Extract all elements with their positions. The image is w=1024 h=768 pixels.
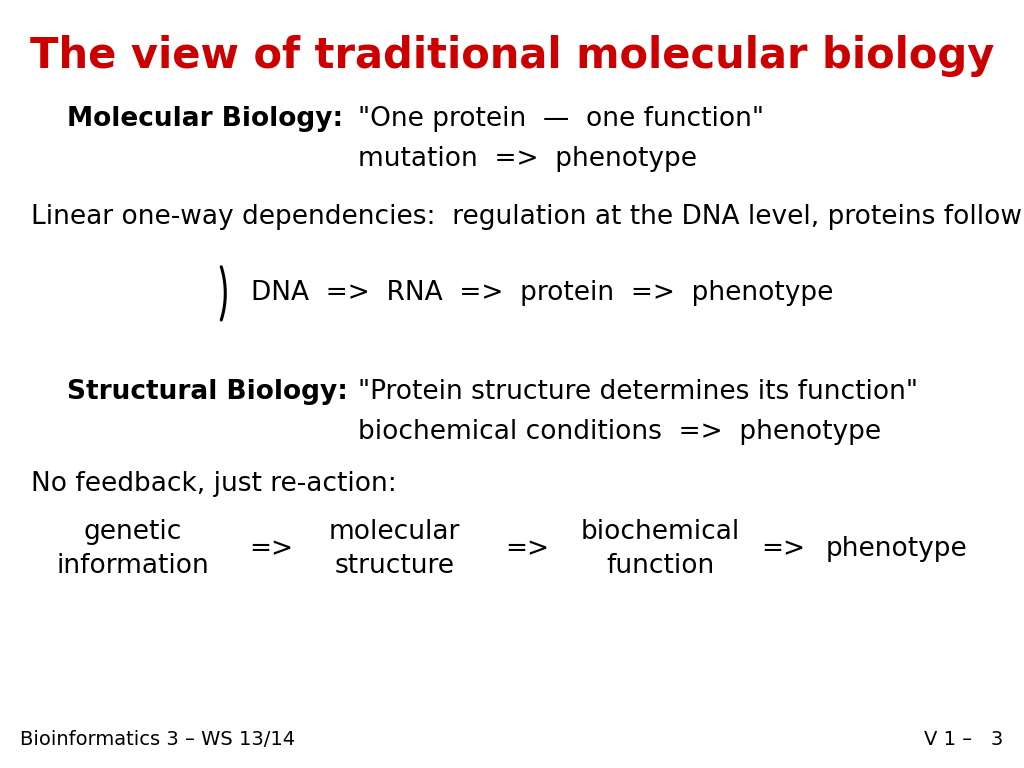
Text: biochemical
function: biochemical function	[581, 519, 740, 579]
Text: Linear one-way dependencies:  regulation at the DNA level, proteins follow: Linear one-way dependencies: regulation …	[31, 204, 1022, 230]
Text: Bioinformatics 3 – WS 13/14: Bioinformatics 3 – WS 13/14	[20, 730, 296, 749]
Text: =>: =>	[250, 536, 293, 562]
Text: Molecular Biology:: Molecular Biology:	[67, 106, 343, 132]
Text: biochemical conditions  =>  phenotype: biochemical conditions => phenotype	[358, 419, 882, 445]
Text: molecular
structure: molecular structure	[329, 519, 460, 579]
Text: Structural Biology:: Structural Biology:	[67, 379, 347, 405]
Text: The view of traditional molecular biology: The view of traditional molecular biolog…	[30, 35, 994, 77]
Text: mutation  =>  phenotype: mutation => phenotype	[358, 146, 697, 172]
Text: DNA  =>  RNA  =>  protein  =>  phenotype: DNA => RNA => protein => phenotype	[251, 280, 834, 306]
Text: "Protein structure determines its function": "Protein structure determines its functi…	[358, 379, 919, 405]
Text: =>: =>	[506, 536, 549, 562]
Text: =>: =>	[762, 536, 805, 562]
Text: V 1 –   3: V 1 – 3	[925, 730, 1004, 749]
Text: No feedback, just re-action:: No feedback, just re-action:	[31, 471, 396, 497]
Text: genetic
information: genetic information	[56, 519, 210, 579]
Text: phenotype: phenotype	[825, 536, 967, 562]
Text: "One protein  —  one function": "One protein — one function"	[358, 106, 764, 132]
